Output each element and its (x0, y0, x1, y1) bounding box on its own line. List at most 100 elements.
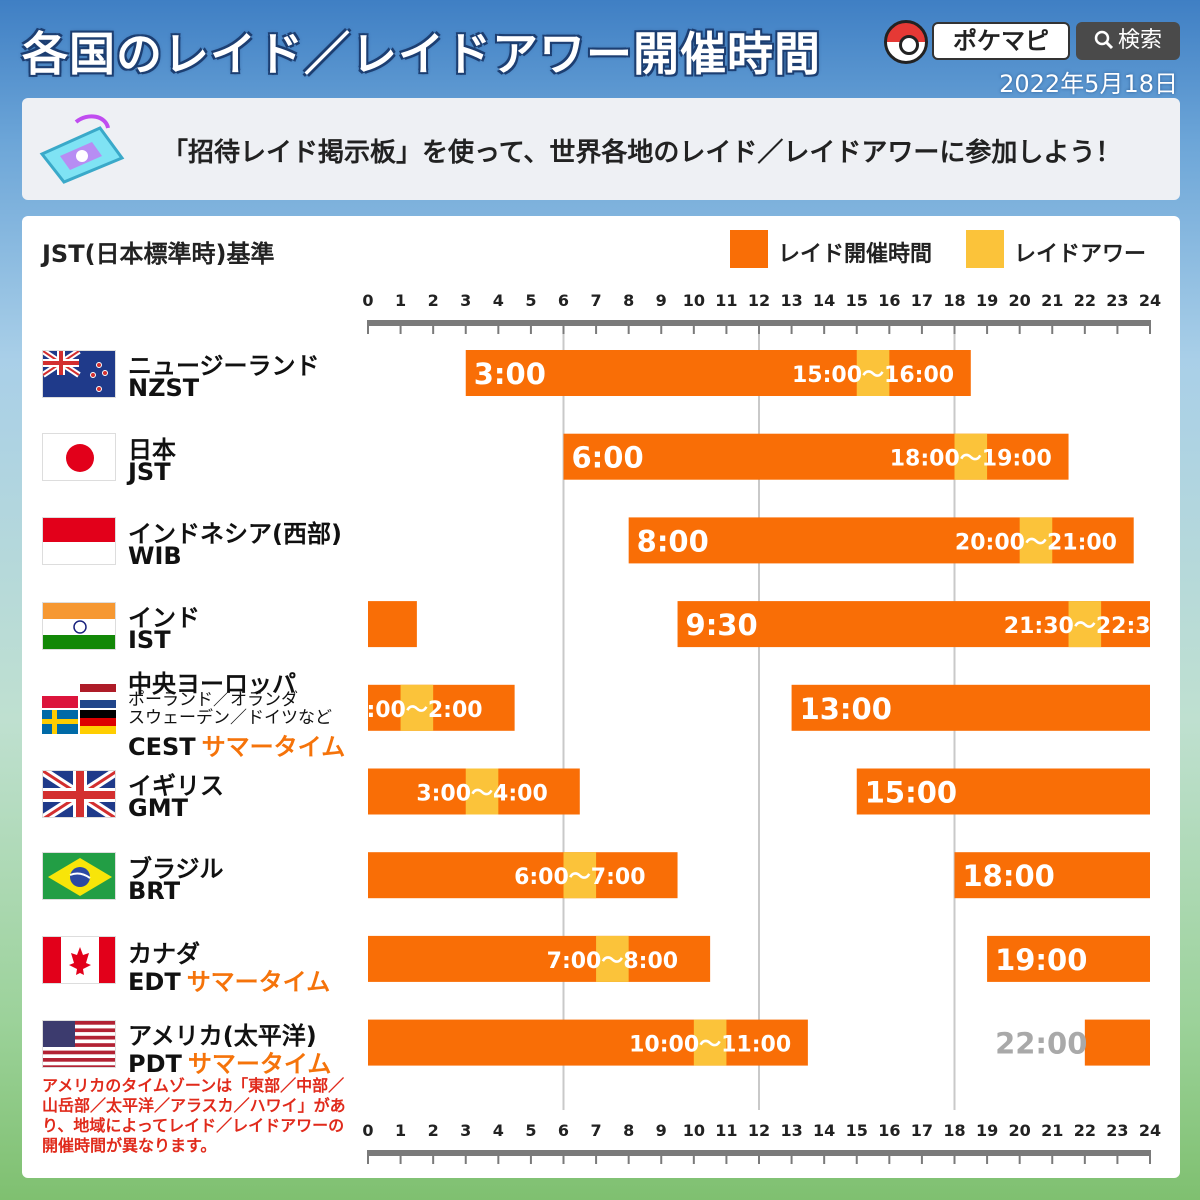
region-code: JST (128, 458, 171, 486)
raid-hour-bar (465, 768, 499, 815)
info-banner: 「招待レイド掲示板」を使って、世界各地のレイド／レイドアワーに参加しよう！ (22, 98, 1180, 200)
axis-tick-label: 20 (1009, 291, 1031, 310)
axis-tick-label: 22 (1074, 291, 1096, 310)
axis-tick-label: 9 (656, 291, 667, 310)
raid-hour-label: 1:00〜2:00 (351, 698, 482, 723)
canada-flag-icon (42, 936, 116, 984)
raid-hour-label: 6:00〜7:00 (514, 865, 645, 890)
region-name: 日本 (128, 436, 176, 464)
axis-tick-label: 21 (1041, 1121, 1063, 1140)
search-icon (1094, 30, 1114, 50)
raid-hour-label: 18:00〜19:00 (890, 447, 1052, 472)
search-button[interactable]: 検索 (1076, 22, 1180, 60)
raid-bar (368, 601, 417, 648)
region-name: インドネシア(西部) (128, 520, 342, 548)
axis-tick-label: 13 (780, 1121, 802, 1140)
axis-tick-label: 7 (591, 291, 602, 310)
raid-hour-bar (693, 1019, 727, 1066)
region-name: ブラジル (128, 855, 224, 883)
axis-tick-label: 16 (878, 291, 900, 310)
axis-tick-label: 5 (525, 291, 536, 310)
raid-hour-bar (1068, 601, 1102, 648)
axis-tick-label: 17 (911, 291, 933, 310)
raid-bar (368, 935, 711, 982)
region-name: ニュージーランド (128, 352, 320, 380)
site-logo[interactable]: ポケマピ (932, 22, 1070, 60)
region-name: 中央ヨーロッパ (128, 670, 296, 698)
axis-tick-label: 10 (683, 1121, 705, 1140)
region-code-text: EDT (128, 968, 181, 996)
raid-hour-label: 15:00〜16:00 (792, 363, 954, 388)
axis-tick-label: 12 (748, 1121, 770, 1140)
axis-tick-label: 14 (813, 1121, 835, 1140)
region-code: EDT サマータイム (128, 962, 330, 997)
raid-hour-label: 21:30〜22:30 (1004, 614, 1166, 639)
summer-time-label: サマータイム (187, 1050, 332, 1078)
axis-tick-label: 13 (780, 291, 802, 310)
axis-tick-label: 2 (428, 1121, 439, 1140)
japan-flag-icon (42, 433, 116, 481)
brazil-flag-icon (42, 852, 116, 900)
axis-tick-label: 16 (878, 1121, 900, 1140)
time-basis-label: JST(日本標準時)基準 (42, 240, 275, 268)
raid-hour-bar (954, 433, 988, 480)
region-code: WIB (128, 542, 182, 570)
axis-tick-label: 24 (1139, 291, 1161, 310)
region-code: CEST サマータイム (128, 727, 345, 762)
raid-start-label: 6:00 (572, 441, 644, 475)
indonesia-flag-icon (42, 517, 116, 565)
raid-start-label: 22:00 (995, 1027, 1087, 1061)
axis-tick-label: 10 (683, 291, 705, 310)
summer-time-label: サマータイム (201, 733, 346, 761)
axis-tick-label: 22 (1074, 1121, 1096, 1140)
legend-raid-hour-label: レイドアワー (1014, 242, 1147, 267)
pokeball-logo-icon[interactable] (884, 20, 928, 64)
region-name: カナダ (128, 940, 200, 968)
region-name: イギリス (128, 772, 224, 800)
axis-tick-label: 4 (493, 291, 504, 310)
axis-tick-label: 15 (846, 291, 868, 310)
axis-tick-label: 19 (976, 291, 998, 310)
raid-start-label: 3:00 (474, 357, 546, 391)
raid-hour-label: 10:00〜11:00 (629, 1033, 791, 1058)
us-timezone-note: アメリカのタイムゾーンは「東部／中部／山岳部／太平洋／アラスカ／ハワイ」があり、… (42, 1076, 346, 1155)
legend-raid-label: レイド開催時間 (778, 242, 933, 267)
axis-tick-label: 8 (623, 1121, 634, 1140)
raid-bar (368, 852, 678, 899)
raid-bar (368, 684, 515, 731)
axis-tick-label: 14 (813, 291, 835, 310)
legend-raid-swatch (730, 230, 768, 268)
raid-hour-label: 20:00〜21:00 (955, 530, 1117, 555)
nz-flag-icon (42, 350, 116, 398)
axis-tick-label: 9 (656, 1121, 667, 1140)
region-code: IST (128, 626, 171, 654)
axis-tick-label: 23 (1106, 291, 1128, 310)
axis-tick-label: 20 (1009, 1121, 1031, 1140)
axis-tick-label: 24 (1139, 1121, 1161, 1140)
region-code-text: PDT (128, 1050, 182, 1078)
raid-start-label: 19:00 (995, 943, 1087, 977)
axis-tick-label: 11 (715, 291, 737, 310)
date-text: 2022年5月18日 (999, 70, 1178, 98)
axis-tick-label: 6 (558, 291, 569, 310)
axis-tick-label: 19 (976, 1121, 998, 1140)
axis-tick-label: 8 (623, 291, 634, 310)
raid-start-label: 18:00 (963, 859, 1055, 893)
region-code: PDT サマータイム (128, 1044, 331, 1079)
axis-tick-label: 23 (1106, 1121, 1128, 1140)
axis-tick-label: 6 (558, 1121, 569, 1140)
raid-hour-bar (1019, 517, 1053, 564)
raid-hour-bar (596, 935, 629, 982)
axis-tick-label: 0 (362, 291, 373, 310)
axis-tick-label: 18 (943, 1121, 965, 1140)
raid-pass-icon (39, 114, 125, 184)
raid-hour-label: 7:00〜8:00 (547, 949, 678, 974)
raid-hour-label: 3:00〜4:00 (416, 782, 547, 807)
summer-time-label: サマータイム (186, 968, 331, 996)
raid-hour-bar (400, 684, 434, 731)
raid-hour-bar (563, 852, 597, 899)
axis-tick-label: 3 (460, 1121, 471, 1140)
raid-bar (368, 1019, 808, 1066)
raid-bar (987, 935, 1150, 982)
